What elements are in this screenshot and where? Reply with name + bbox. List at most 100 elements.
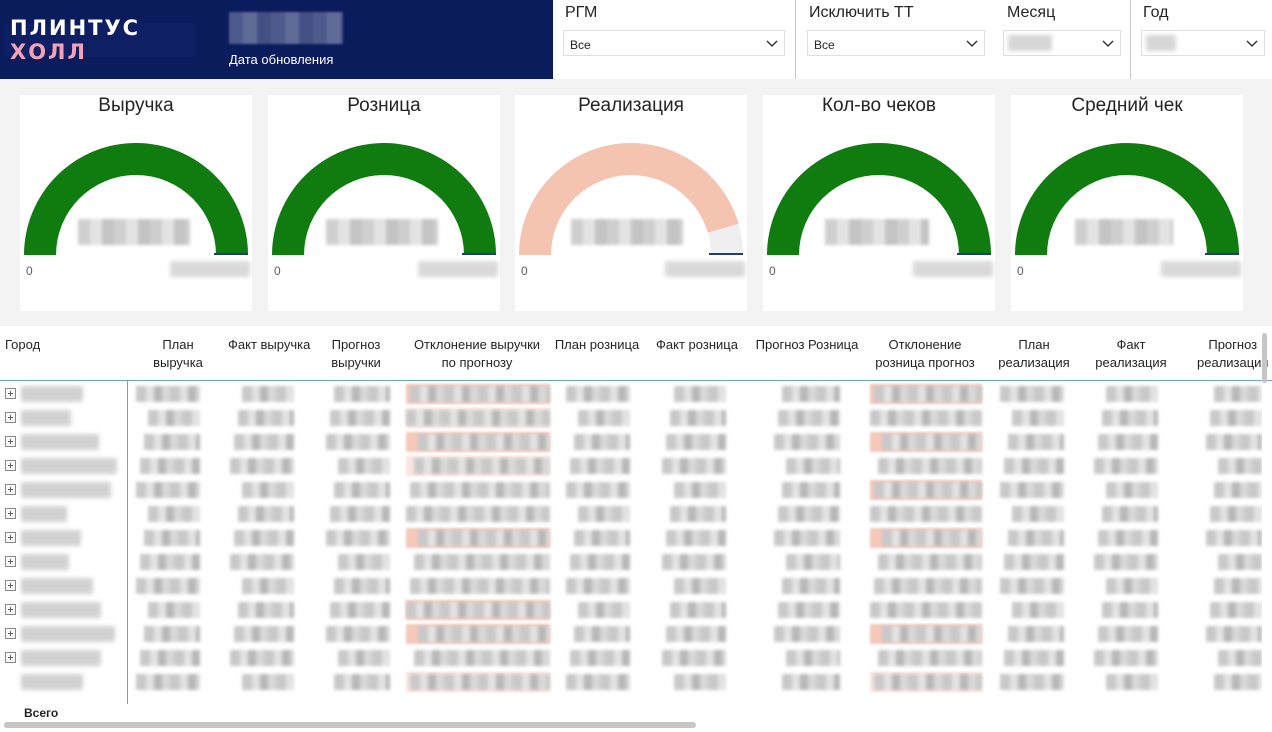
gauge-value-hidden (571, 219, 683, 245)
column-header-city[interactable]: Город (5, 337, 41, 352)
expand-row-icon[interactable] (5, 484, 16, 495)
city-name-hidden (21, 554, 69, 570)
table-cell-hidden (670, 410, 726, 426)
slicer-rgm-dropdown[interactable]: Все (563, 30, 785, 56)
table-cell-hidden (242, 674, 294, 690)
table-cell-hidden (1218, 458, 1262, 474)
vertical-scrollbar[interactable] (1262, 333, 1267, 383)
gauge-card-average-receipt[interactable]: Средний чек 0 (1011, 95, 1243, 311)
column-header[interactable]: Прогноз Розница (755, 337, 859, 352)
gauge-value-hidden (1075, 219, 1173, 245)
table-row[interactable] (0, 646, 1262, 670)
slicer-month-dropdown[interactable] (1003, 30, 1121, 56)
table-row[interactable] (0, 670, 1262, 694)
table-cell-hidden (144, 434, 200, 450)
table-cell-hidden (874, 386, 982, 402)
table-cell-hidden (230, 650, 294, 666)
column-header[interactable]: План реализация (998, 337, 1070, 370)
table-cell-hidden (674, 674, 726, 690)
table-cell-hidden (674, 482, 726, 498)
expand-row-icon[interactable] (5, 604, 16, 615)
city-name-hidden (21, 386, 83, 402)
expand-row-icon[interactable] (5, 532, 16, 543)
table-cell-hidden (338, 554, 390, 570)
expand-row-icon[interactable] (5, 652, 16, 663)
table-row[interactable] (0, 406, 1262, 430)
gauge-card-retail[interactable]: Розница 0 (268, 95, 500, 311)
expand-row-icon[interactable] (5, 412, 16, 423)
table-cell-hidden (410, 386, 550, 402)
table-cell-hidden (242, 386, 294, 402)
table-cell-hidden (786, 650, 840, 666)
slicer-year-dropdown[interactable] (1141, 30, 1265, 56)
table-row[interactable] (0, 550, 1262, 574)
table-body (0, 382, 1262, 704)
slicer-exclude-tt-dropdown[interactable]: Все (807, 30, 985, 56)
column-header[interactable]: Отклонение выручки по прогнозу (413, 337, 541, 370)
table-cell-hidden (670, 506, 726, 522)
gauge-value-hidden (825, 219, 929, 245)
expand-row-icon[interactable] (5, 460, 16, 471)
table-row[interactable] (0, 502, 1262, 526)
column-header[interactable]: План выручка (153, 337, 203, 370)
table-cell-hidden (1094, 458, 1158, 474)
table-cell-hidden (566, 482, 630, 498)
gauge-fill (272, 143, 496, 255)
table-cell-hidden (662, 458, 726, 474)
gauge-chart (272, 143, 496, 255)
table-cell-hidden (566, 578, 630, 594)
expand-row-icon[interactable] (5, 580, 16, 591)
table-cell-hidden (148, 506, 200, 522)
gauge-card-revenue[interactable]: Выручка 0 (20, 95, 252, 311)
table-cell-hidden (136, 578, 200, 594)
column-header[interactable]: План розница (554, 337, 640, 352)
table-cell-hidden (148, 410, 200, 426)
table-cell-hidden (1008, 626, 1064, 642)
table-cell-hidden (1098, 434, 1158, 450)
horizontal-scrollbar[interactable] (4, 722, 696, 728)
table-cell-hidden (1012, 410, 1064, 426)
city-name-hidden (21, 602, 101, 618)
gauge-min-label: 0 (274, 264, 281, 278)
table-cell-hidden (1214, 386, 1262, 402)
table-row[interactable] (0, 382, 1262, 406)
gauge-fill (767, 143, 991, 255)
column-header[interactable]: Факт реализация (1095, 337, 1167, 370)
table-cell-hidden (334, 674, 390, 690)
expand-row-icon[interactable] (5, 556, 16, 567)
gauge-card-sales[interactable]: Реализация 0 (515, 95, 747, 311)
gauge-min-label: 0 (26, 264, 33, 278)
column-header[interactable]: Прогноз выручки (331, 337, 381, 370)
expand-row-icon[interactable] (5, 508, 16, 519)
slicer-rgm-value: Все (570, 38, 591, 52)
table-cell-hidden (1094, 554, 1158, 570)
table-row[interactable] (0, 574, 1262, 598)
gauge-fill (1015, 143, 1239, 255)
table-row[interactable] (0, 598, 1262, 622)
table-row[interactable] (0, 430, 1262, 454)
header-brand: ПЛИНТУС ХОЛЛ Дата обновления (0, 0, 553, 79)
slicer-year-hidden-value (1146, 35, 1176, 51)
table-cell-hidden (570, 554, 630, 570)
table-cell-hidden (674, 578, 726, 594)
column-header[interactable]: Факт выручка (228, 337, 311, 352)
expand-row-icon[interactable] (5, 388, 16, 399)
table-row[interactable] (0, 526, 1262, 550)
column-header[interactable]: Факт розница (656, 337, 738, 352)
table-cell-hidden (1106, 674, 1158, 690)
column-header[interactable]: Прогноз реализация (1197, 337, 1269, 370)
table-cell-hidden (242, 482, 294, 498)
table-cell-hidden (140, 650, 200, 666)
slicer-month-hidden-value (1008, 35, 1052, 51)
gauge-chart (1015, 143, 1239, 255)
gauge-max-hidden (665, 261, 745, 277)
expand-row-icon[interactable] (5, 628, 16, 639)
table-row[interactable] (0, 454, 1262, 478)
table-cell-hidden (1106, 482, 1158, 498)
table-row[interactable] (0, 622, 1262, 646)
table-cell-hidden (326, 530, 390, 546)
table-row[interactable] (0, 478, 1262, 502)
expand-row-icon[interactable] (5, 436, 16, 447)
gauge-card-receipts-count[interactable]: Кол-во чеков 0 (763, 95, 995, 311)
column-header[interactable]: Отклонение розница прогноз (875, 337, 975, 370)
